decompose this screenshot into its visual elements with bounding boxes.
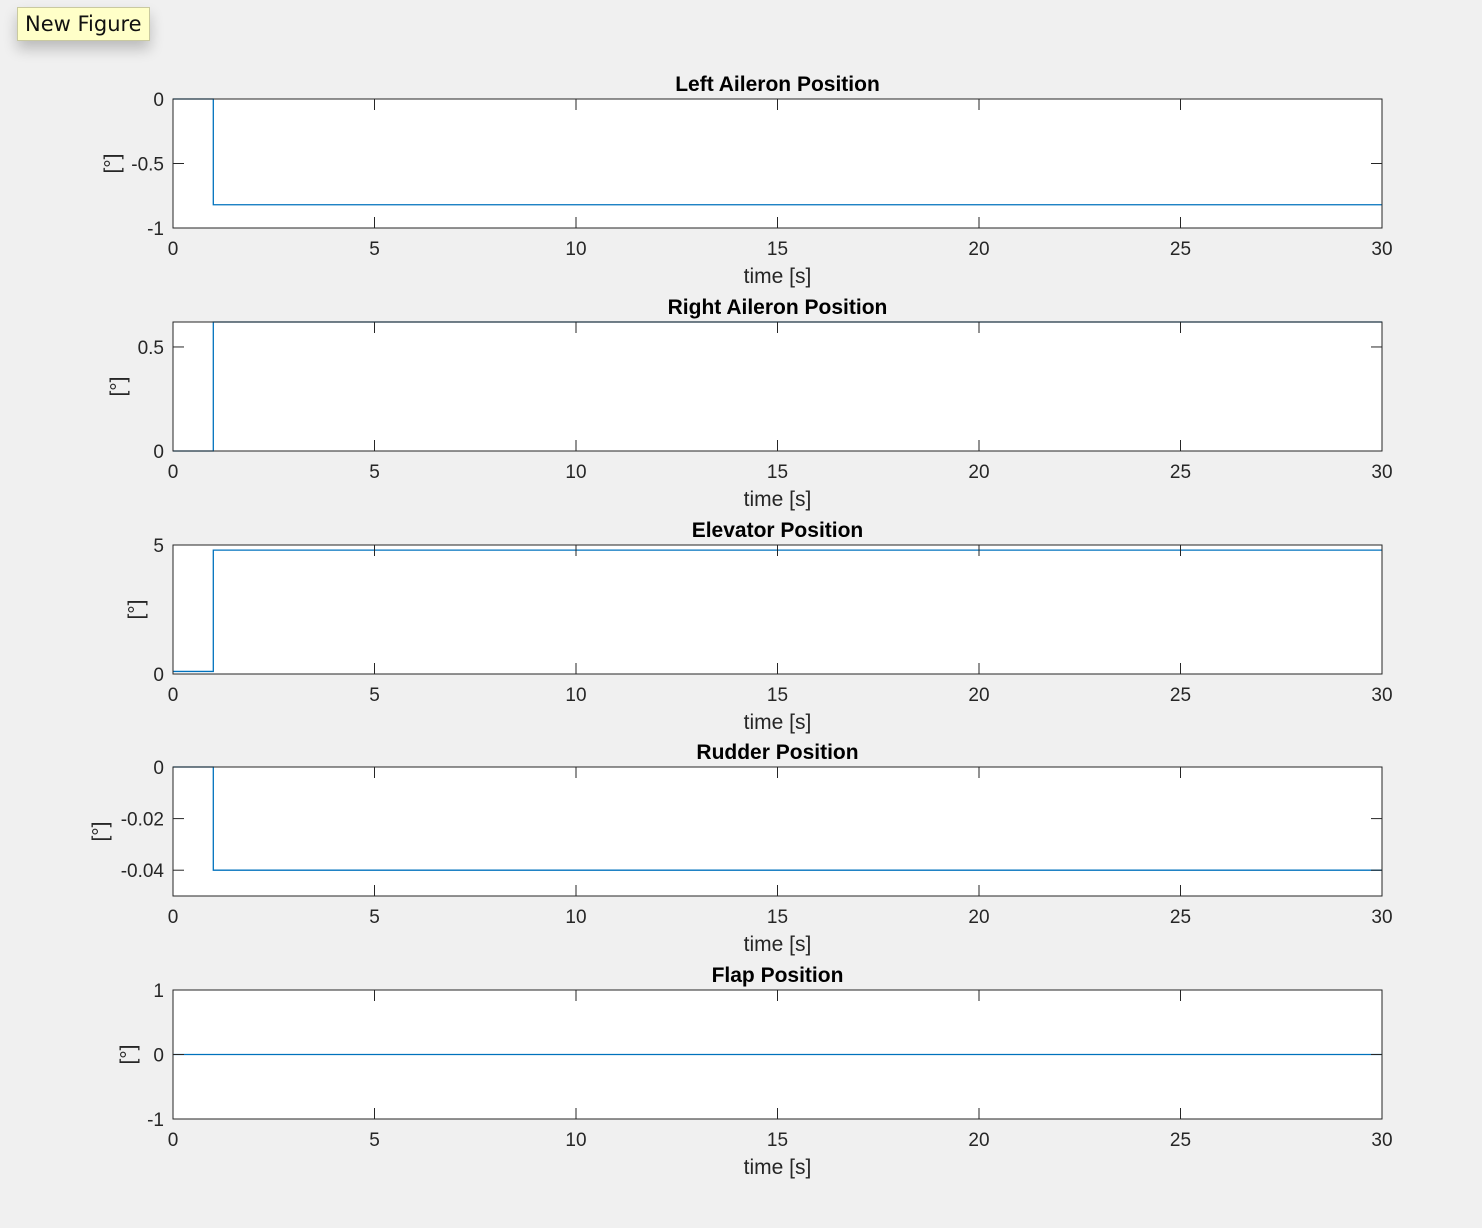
x-tick-label: 25 (1170, 239, 1191, 260)
x-tick-label: 20 (968, 239, 989, 260)
x-tick-label: 5 (369, 907, 380, 928)
x-tick-label: 30 (1371, 1130, 1392, 1151)
x-tick-label: 30 (1371, 907, 1392, 928)
x-tick-label: 30 (1371, 239, 1392, 260)
elevator-position-ylabel: [°] (125, 599, 148, 619)
elevator-position-plot-area (173, 545, 1382, 674)
right-aileron-position-xlabel: time [s] (744, 488, 812, 511)
new-figure-tooltip: New Figure (17, 7, 150, 41)
x-tick-label: 0 (168, 907, 179, 928)
rudder-position-ylabel: [°] (89, 821, 112, 841)
elevator-position-xlabel: time [s] (744, 711, 812, 734)
y-tick-label: -0.02 (121, 810, 164, 831)
elevator-position-axes: 0 5 10 15 20 25 30 0 5 Elevator Position time [s] [… (125, 519, 1393, 734)
x-tick-label: 10 (565, 462, 586, 483)
left-aileron-position-title: Left Aileron Position (675, 73, 880, 96)
left-aileron-position-ylabel: [°] (101, 153, 124, 173)
y-tick-label: -0.5 (131, 155, 164, 176)
y-tick-label: 0 (153, 758, 164, 779)
y-tick-label: -1 (147, 1110, 164, 1131)
x-tick-label: 25 (1170, 685, 1191, 706)
y-tick-label: 0 (153, 1046, 164, 1067)
right-aileron-position-axes: 0 5 10 15 20 25 30 0 0.5 Right Aileron Position ti… (107, 296, 1393, 511)
rudder-position-axes: 0 5 10 15 20 25 30 -0.04 -0.02 0 Rudder Position ti… (89, 741, 1393, 956)
x-tick-label: 5 (369, 685, 380, 706)
right-aileron-position-ylabel: [°] (107, 376, 130, 396)
x-tick-label: 15 (767, 685, 788, 706)
flap-position-xlabel: time [s] (744, 1156, 812, 1179)
flap-position-title: Flap Position (712, 964, 844, 987)
x-tick-label: 15 (767, 1130, 788, 1151)
x-tick-label: 15 (767, 239, 788, 260)
x-tick-label: 0 (168, 239, 179, 260)
elevator-position-title: Elevator Position (692, 519, 864, 542)
rudder-position-xlabel: time [s] (744, 933, 812, 956)
x-tick-label: 10 (565, 1130, 586, 1151)
rudder-position-plot-area (173, 767, 1382, 896)
y-tick-label: 0.5 (138, 338, 164, 359)
elevator-position-series-line (173, 549, 1382, 673)
x-tick-label: 0 (168, 1130, 179, 1151)
x-tick-label: 20 (968, 685, 989, 706)
y-tick-label: -1 (147, 219, 164, 240)
y-tick-label: -0.04 (121, 861, 165, 882)
left-aileron-position-axes: 0 5 10 15 20 25 30 -1 -0.5 0 Left Aileron Position… (101, 73, 1393, 288)
x-tick-label: 10 (565, 907, 586, 928)
x-tick-label: 20 (968, 1130, 989, 1151)
right-aileron-position-title: Right Aileron Position (668, 296, 888, 319)
left-aileron-position-plot-area (173, 99, 1382, 228)
x-tick-label: 5 (369, 462, 380, 483)
x-tick-label: 15 (767, 907, 788, 928)
x-tick-label: 30 (1371, 462, 1392, 483)
x-tick-label: 5 (369, 239, 380, 260)
x-tick-label: 30 (1371, 685, 1392, 706)
x-tick-label: 25 (1170, 907, 1191, 928)
right-aileron-position-plot-area (173, 322, 1382, 451)
x-tick-label: 20 (968, 462, 989, 483)
x-tick-label: 25 (1170, 1130, 1191, 1151)
y-tick-label: 1 (153, 981, 164, 1002)
x-tick-label: 15 (767, 462, 788, 483)
flap-position-ylabel: [°] (117, 1044, 140, 1064)
y-tick-label: 0 (153, 665, 164, 686)
y-tick-label: 5 (153, 536, 164, 557)
y-tick-label: 0 (153, 90, 164, 111)
x-tick-label: 10 (565, 239, 586, 260)
left-aileron-position-xlabel: time [s] (744, 265, 812, 288)
x-tick-label: 20 (968, 907, 989, 928)
x-tick-label: 0 (168, 462, 179, 483)
x-tick-label: 5 (369, 1130, 380, 1151)
x-tick-label: 25 (1170, 462, 1191, 483)
y-tick-label: 0 (153, 442, 164, 463)
x-tick-label: 10 (565, 685, 586, 706)
rudder-position-title: Rudder Position (696, 741, 858, 764)
x-tick-label: 0 (168, 685, 179, 706)
